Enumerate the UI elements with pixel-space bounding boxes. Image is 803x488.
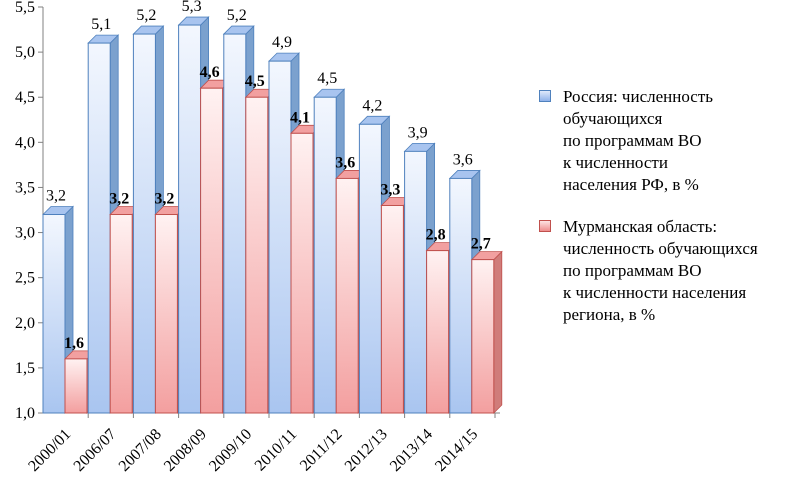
- x-tick-label: 2010/11: [252, 426, 301, 475]
- data-label-russia: 5,2: [227, 7, 247, 24]
- data-label-russia: 4,5: [317, 70, 337, 87]
- x-tick-label: 2009/10: [206, 426, 255, 475]
- legend-label-russia: Россия: численность обучающихся по прогр…: [563, 87, 714, 194]
- data-label-murmansk: 2,8: [426, 227, 446, 244]
- data-label-russia: 3,2: [46, 188, 66, 205]
- x-tick-label: 2000/01: [25, 426, 74, 475]
- data-label-russia: 3,6: [453, 151, 473, 168]
- x-tick-label: 2014/15: [432, 426, 481, 475]
- legend: Россия: численность обучающихся по прогр…: [537, 86, 803, 346]
- chart-labels: 3,2 1,6 5,1 3,2 5,2 3,2 5,3 4,6 5,2 4,5 4,9 4,1 4,5 3…: [46, 0, 491, 352]
- x-tick-label: 2012/13: [342, 426, 391, 475]
- y-tick-label: 2,0: [15, 315, 35, 332]
- y-tick-label: 5,0: [15, 44, 35, 61]
- y-tick-label: 4,0: [15, 134, 35, 151]
- data-label-russia: 4,9: [272, 34, 292, 51]
- data-label-murmansk: 3,6: [335, 154, 355, 171]
- data-label-murmansk: 2,7: [471, 236, 491, 253]
- chart-bars: [42, 16, 503, 414]
- x-tick-label: 2008/09: [161, 426, 210, 475]
- y-tick-label: 3,0: [15, 225, 35, 242]
- y-tick-label: 3,5: [15, 179, 35, 196]
- data-label-murmansk: 3,3: [380, 181, 400, 198]
- data-label-murmansk: 3,2: [109, 191, 129, 208]
- data-label-murmansk: 1,6: [64, 335, 84, 352]
- y-tick-label: 5,5: [15, 0, 35, 16]
- data-label-russia: 5,1: [91, 16, 111, 33]
- data-label-russia: 3,9: [408, 124, 428, 141]
- y-tick-label: 2,5: [15, 270, 35, 287]
- y-tick-label: 4,5: [15, 89, 35, 106]
- x-tick-label: 2006/07: [71, 426, 120, 475]
- x-tick-label: 2013/14: [387, 426, 436, 475]
- data-label-murmansk: 4,5: [245, 73, 265, 90]
- data-label-russia: 5,3: [182, 0, 202, 15]
- data-label-russia: 4,2: [362, 97, 382, 114]
- legend-item-russia: Россия: численность обучающихся по прогр…: [537, 86, 803, 196]
- bar-murmansk: [470, 250, 503, 414]
- data-label-murmansk: 3,2: [154, 191, 174, 208]
- data-label-murmansk: 4,1: [290, 109, 310, 126]
- data-label-murmansk: 4,6: [200, 64, 220, 81]
- y-tick-label: 1,5: [15, 360, 35, 377]
- legend-label-murmansk: Мурманская область: численность обучающи…: [563, 217, 758, 324]
- legend-swatch-murmansk: [539, 220, 551, 232]
- y-tick-label: 1,0: [15, 405, 35, 422]
- x-tick-label: 2007/08: [116, 426, 165, 475]
- legend-swatch-russia: [539, 90, 551, 102]
- data-label-russia: 5,2: [136, 7, 156, 24]
- legend-item-murmansk: Мурманская область: численность обучающи…: [537, 216, 803, 326]
- x-tick-label: 2011/12: [297, 426, 346, 475]
